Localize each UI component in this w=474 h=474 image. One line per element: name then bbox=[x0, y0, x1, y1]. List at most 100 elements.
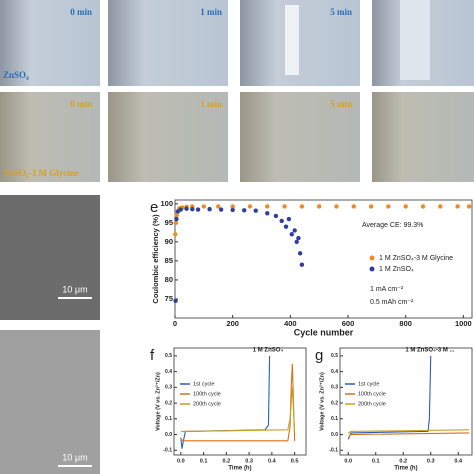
y-tick-label: 0.4 bbox=[331, 369, 338, 375]
sem-image bbox=[0, 330, 100, 474]
y-axis-label: Voltage (V vs. Zn²⁺/Zn) bbox=[318, 372, 325, 431]
data-point bbox=[178, 207, 183, 212]
x-tick-label: 0.0 bbox=[177, 458, 185, 464]
electrolyte-label: ZnSO₄-3 M Glycine bbox=[3, 168, 79, 178]
data-line bbox=[180, 387, 296, 432]
legend-label: 1st cycle bbox=[193, 381, 214, 387]
x-tick-label: 800 bbox=[399, 319, 412, 328]
x-tick-label: 0.3 bbox=[245, 458, 253, 464]
x-tick-label: 0.4 bbox=[268, 458, 277, 464]
data-point bbox=[438, 204, 443, 209]
data-point bbox=[247, 204, 253, 209]
data-line bbox=[347, 355, 432, 440]
x-tick-label: 0.1 bbox=[200, 458, 208, 464]
data-point bbox=[173, 220, 179, 226]
data-line bbox=[347, 429, 470, 434]
data-point bbox=[386, 204, 391, 209]
y-tick-label: 0.2 bbox=[165, 400, 172, 406]
x-tick-label: 200 bbox=[226, 319, 239, 328]
y-tick-label: 0.0 bbox=[165, 432, 172, 438]
x-tick-label: 0.1 bbox=[372, 458, 380, 464]
sem-images: 10 μm 10 μm bbox=[0, 195, 100, 474]
data-point bbox=[230, 207, 235, 213]
plot-frame bbox=[173, 347, 307, 456]
x-tick-label: 0.3 bbox=[427, 458, 435, 464]
y-tick-label: 95 bbox=[165, 218, 173, 227]
data-point bbox=[403, 204, 408, 209]
micrograph bbox=[372, 92, 474, 182]
data-point bbox=[184, 206, 189, 211]
x-axis-label: Cycle number bbox=[294, 327, 354, 337]
y-tick-label: 75 bbox=[165, 294, 173, 303]
data-point bbox=[351, 204, 356, 209]
y-tick-label: 100 bbox=[160, 199, 173, 208]
y-tick-label: 0.5 bbox=[165, 353, 172, 359]
x-tick-label: 1000 bbox=[455, 319, 472, 328]
data-point bbox=[455, 204, 460, 209]
time-label: 0 min bbox=[70, 99, 92, 109]
data-point bbox=[299, 262, 305, 267]
x-tick-label: 0.4 bbox=[454, 458, 463, 464]
y-tick-label: 0.3 bbox=[165, 385, 172, 391]
legend-label: 200th cycle bbox=[358, 401, 386, 407]
time-label: 0 min bbox=[70, 7, 92, 17]
y-tick-label: 90 bbox=[165, 237, 173, 246]
y-tick-label: 0.1 bbox=[165, 416, 172, 422]
chart-title: 1 M ZnSO₄-3 M ... bbox=[405, 348, 455, 354]
plot-frame bbox=[339, 347, 473, 456]
legend-label: 1 M ZnSO₄-3 M Glycine bbox=[379, 255, 453, 262]
data-point bbox=[286, 216, 292, 222]
data-point bbox=[292, 228, 297, 233]
data-point bbox=[195, 207, 201, 212]
micrograph bbox=[0, 0, 100, 86]
deposit bbox=[400, 0, 430, 80]
data-point bbox=[173, 232, 178, 237]
x-tick-label: 0 bbox=[173, 319, 177, 328]
annotation: Average CE: 99.3% bbox=[362, 222, 423, 229]
plot-frame bbox=[174, 199, 473, 319]
data-point bbox=[242, 208, 247, 213]
y-tick-label: 80 bbox=[165, 275, 173, 284]
x-tick-label: 0.0 bbox=[344, 458, 352, 464]
y-tick-label: 0.3 bbox=[331, 385, 338, 391]
micrograph bbox=[108, 92, 228, 182]
x-axis-label: Time (h) bbox=[228, 466, 251, 472]
data-point bbox=[265, 204, 270, 209]
legend-marker bbox=[369, 266, 375, 272]
panel-label: g bbox=[315, 347, 323, 364]
data-point bbox=[420, 204, 426, 209]
data-point bbox=[218, 207, 224, 212]
legend-marker bbox=[369, 255, 375, 261]
x-axis-label: Time (h) bbox=[394, 466, 417, 472]
electrolyte-label: ZnSO₄ bbox=[3, 70, 29, 80]
x-tick-label: 0.2 bbox=[223, 458, 231, 464]
chart-title: 1 M ZnSO₄ bbox=[253, 348, 284, 354]
sem-image bbox=[0, 195, 100, 320]
micrograph bbox=[240, 92, 360, 182]
data-point bbox=[207, 206, 212, 212]
panel-label: f bbox=[150, 347, 155, 364]
data-point bbox=[174, 213, 179, 218]
data-point bbox=[316, 204, 322, 209]
time-label: 1 min bbox=[200, 99, 222, 109]
data-point bbox=[216, 204, 221, 209]
y-tick-label: 0.4 bbox=[165, 369, 172, 375]
x-tick-label: 400 bbox=[284, 319, 297, 328]
data-line bbox=[347, 432, 470, 439]
legend-label: 1st cycle bbox=[358, 381, 379, 387]
x-tick-label: 0.2 bbox=[399, 458, 407, 464]
x-tick-label: 0.5 bbox=[291, 458, 299, 464]
panel-label: e bbox=[150, 199, 158, 216]
micrograph-row-2: 0 min 1 min 5 min ZnSO₄-3 M Glycine bbox=[0, 92, 474, 182]
data-point bbox=[273, 213, 279, 219]
y-tick-label: 0.5 bbox=[331, 353, 338, 359]
data-point bbox=[174, 216, 179, 222]
data-point bbox=[283, 224, 289, 229]
time-label: 5 min bbox=[330, 7, 352, 17]
y-axis-label: Voltage (V vs. Zn²⁺/Zn) bbox=[154, 372, 161, 431]
scale-label: 10 μm bbox=[62, 452, 87, 462]
data-point bbox=[190, 206, 195, 212]
micrograph bbox=[240, 0, 360, 86]
y-tick-label: 0.0 bbox=[331, 432, 338, 438]
